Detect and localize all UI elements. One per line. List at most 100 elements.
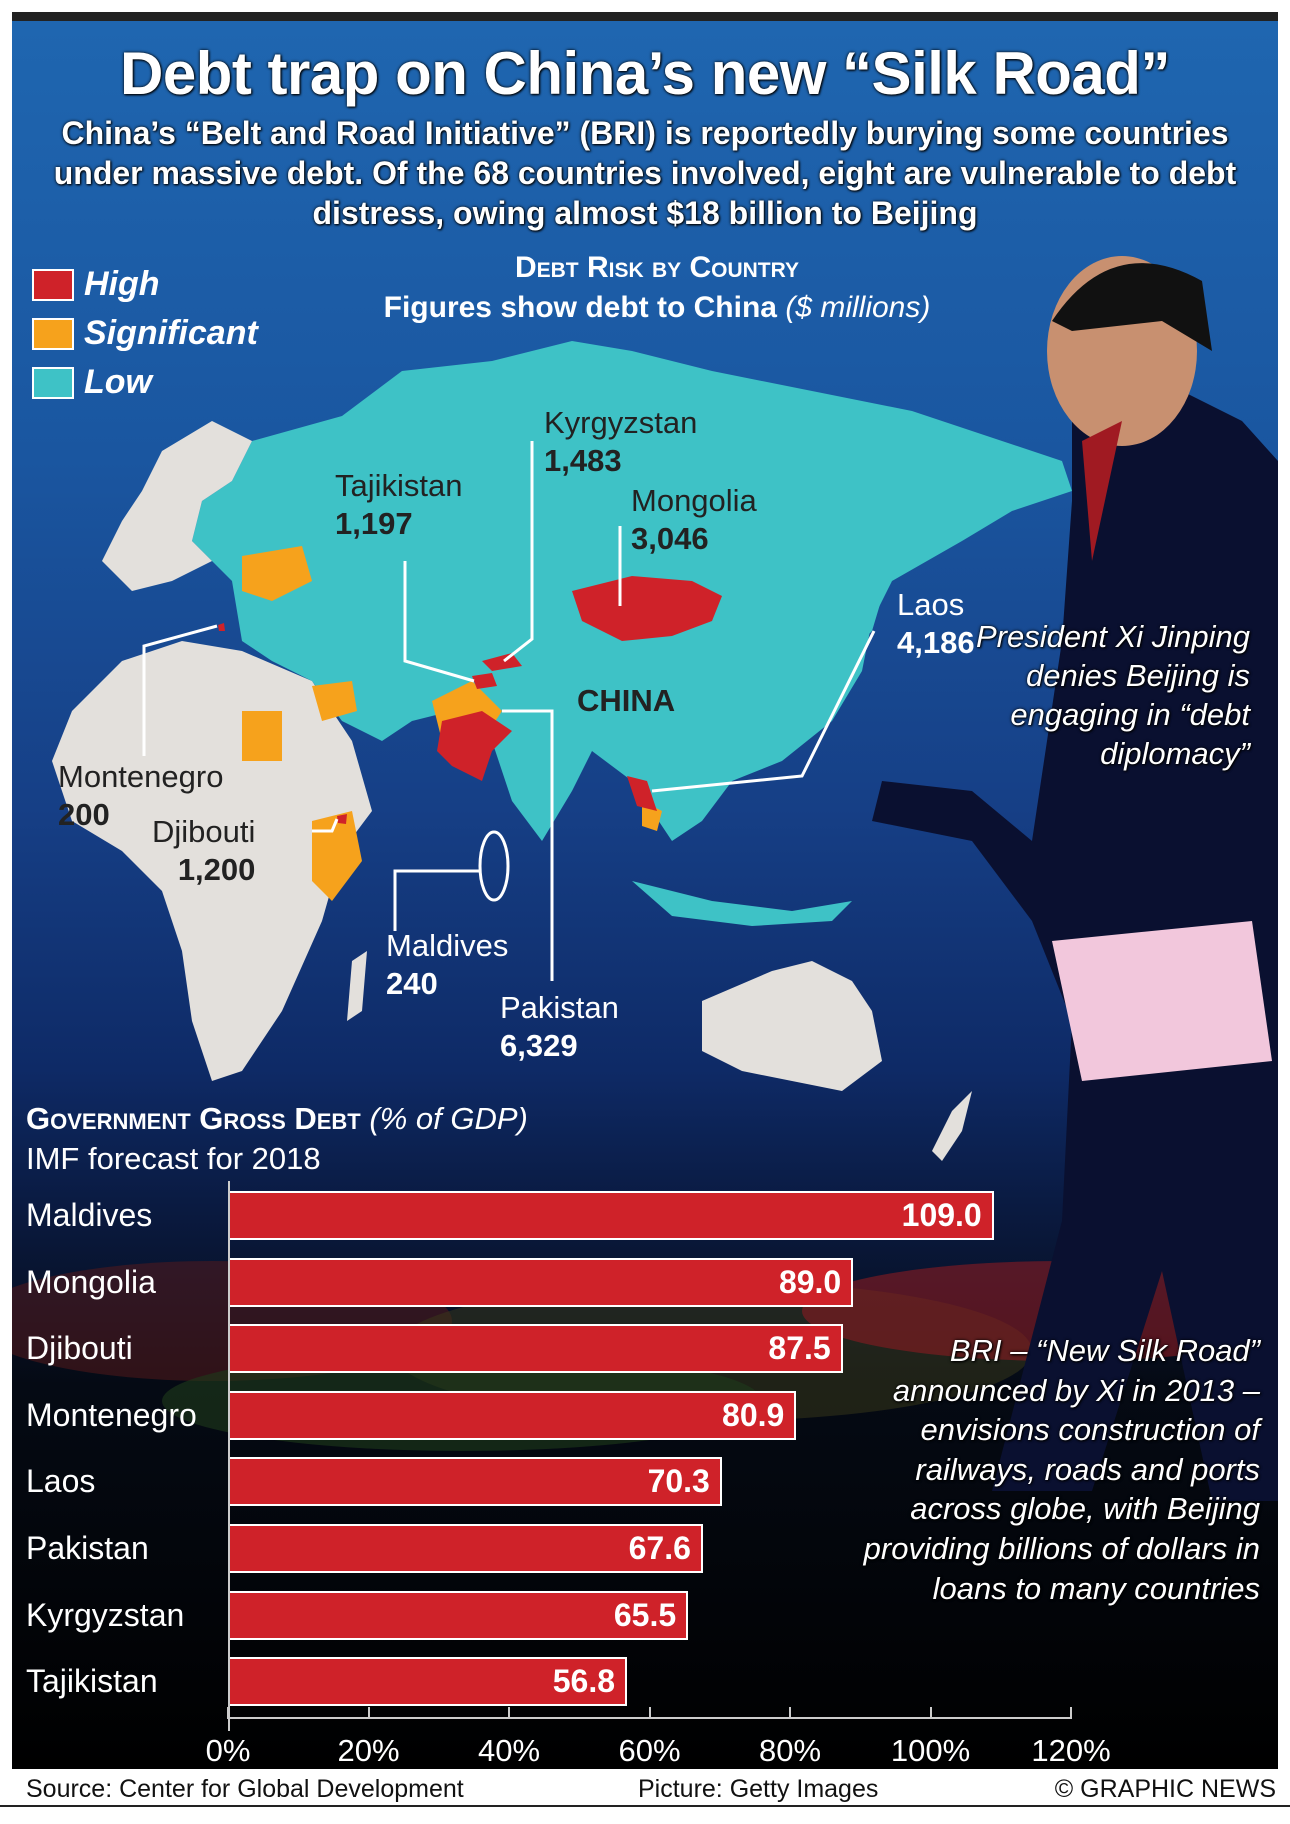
country-value: 240 (386, 966, 438, 1001)
legend-swatch (32, 317, 74, 350)
tick-mark (789, 1707, 791, 1719)
bar: 87.5 (228, 1324, 843, 1374)
bar: 56.8 (228, 1657, 628, 1707)
country-value: 1,200 (177, 852, 256, 887)
significant-risk-countries (242, 546, 662, 901)
country-name: Maldives (386, 928, 509, 963)
leader-lines (142, 441, 876, 981)
label-pakistan: Pakistan 6,329 (500, 989, 619, 1065)
tick-label: 120% (1031, 1733, 1111, 1768)
copyright: © GRAPHIC NEWS (1054, 1775, 1276, 1803)
xi-jinping-photo (872, 256, 1278, 1501)
djibouti-shape (337, 814, 347, 824)
country-name: Kyrgyzstan (544, 405, 698, 440)
tick-mark (508, 1707, 510, 1719)
country-name: Mongolia (631, 483, 757, 518)
footer: Source: Center for Global Development Pi… (0, 1769, 1290, 1807)
legend-swatch (32, 268, 74, 301)
laos-shape (627, 776, 657, 811)
tick-mark (648, 1707, 651, 1719)
legend-swatch (32, 366, 74, 399)
africa-landmass (52, 641, 372, 1081)
bar: 70.3 (228, 1457, 722, 1507)
tick-mark (929, 1707, 932, 1719)
headline: Debt trap on China’s new “Silk Road” (120, 40, 1170, 107)
tick-mark (1070, 1707, 1072, 1719)
bri-note: BRI – “New Silk Road” announced by Xi in… (863, 1333, 1260, 1606)
maldives-inset (478, 830, 510, 902)
country-name: Djibouti (152, 814, 256, 849)
legend-label: High (84, 265, 160, 303)
country-value: 200 (58, 797, 110, 832)
tick-label: 0% (205, 1733, 251, 1768)
legend-item-significant: Significant (32, 314, 258, 353)
bar: 80.9 (228, 1390, 797, 1440)
photo-caption: President Xi Jinping denies Beijing is e… (976, 619, 1250, 771)
tick-label: 60% (618, 1733, 681, 1768)
tick-label: 100% (890, 1733, 971, 1768)
label-laos: Laos 4,186 (897, 586, 975, 662)
legend-item-high: High (32, 265, 160, 304)
label-montenegro: Montenegro 200 (58, 758, 223, 834)
chart-title: Government Gross Debt (% of GDP) (26, 1101, 528, 1137)
data-label: 87.5 (768, 1330, 831, 1367)
tajikistan-shape (472, 673, 497, 689)
subheadline: China’s “Belt and Road Initiative” (BRI)… (53, 115, 1237, 231)
europe-landmass (102, 421, 252, 591)
data-label: 89.0 (778, 1263, 842, 1300)
bar: 109.0 (228, 1191, 994, 1240)
category-label: Mongolia (26, 1263, 156, 1300)
map-title: Debt Risk by Country (514, 251, 800, 284)
data-label: 56.8 (552, 1663, 616, 1700)
chart-title-unit: (% of GDP) (369, 1101, 528, 1136)
y-axis (228, 1181, 230, 1731)
country-value: 1,483 (544, 443, 622, 478)
category-label: Kyrgyzstan (26, 1596, 185, 1633)
label-china: CHINA (577, 683, 676, 718)
bar: 67.6 (228, 1524, 703, 1573)
country-value: 6,329 (500, 1028, 578, 1063)
tick-label: 80% (758, 1733, 822, 1768)
category-label: Djibouti (26, 1330, 133, 1367)
data-label: 70.3 (647, 1463, 710, 1500)
country-name: Montenegro (58, 759, 224, 794)
source: Source: Center for Global Development (26, 1775, 464, 1803)
map-subtitle: Figures show debt to China ($ millions) (312, 291, 1002, 325)
country-name: Tajikistan (335, 468, 463, 503)
infographic: Debt trap on China’s new “Silk Road” Chi… (12, 12, 1278, 1769)
data-label: 65.5 (613, 1596, 677, 1633)
country-value: 4,186 (897, 625, 975, 660)
indonesia (632, 881, 852, 926)
chart-title-text: Government Gross Debt (26, 1101, 361, 1136)
new-zealand (932, 1091, 972, 1161)
tick-label: 40% (477, 1733, 541, 1768)
pakistan-shape (437, 711, 512, 781)
japan (832, 561, 887, 661)
country-value: 1,197 (335, 506, 413, 541)
label-tajikistan: Tajikistan 1,197 (335, 467, 463, 543)
map-unit: ($ millions) (785, 291, 931, 324)
category-label: Laos (26, 1463, 96, 1500)
legend-label: Significant (84, 314, 258, 352)
label-maldives: Maldives 240 (386, 927, 508, 1003)
mongolia-shape (572, 576, 722, 641)
tick-mark (227, 1707, 229, 1719)
data-label: 67.6 (628, 1530, 691, 1566)
bar: 65.5 (228, 1590, 689, 1640)
country-name: Pakistan (500, 990, 619, 1025)
high-risk-countries (218, 576, 722, 824)
picture-credit: Picture: Getty Images (638, 1775, 879, 1803)
tick-mark (367, 1707, 370, 1719)
bar-chart: Maldives 109.0 Mongolia 89.0 Djibouti 87.5 Mon… (12, 21, 1278, 1769)
category-label: Maldives (26, 1197, 153, 1233)
label-kyrgyzstan: Kyrgyzstan 1,483 (544, 404, 697, 480)
category-label: Pakistan (26, 1530, 149, 1566)
legend-label: Low (84, 363, 152, 401)
category-label: Montenegro (26, 1396, 197, 1433)
label-djibouti: Djibouti 1,200 (152, 813, 255, 889)
data-label: 80.9 (722, 1396, 785, 1433)
tick-label: 20% (337, 1733, 400, 1768)
map-subtitle-text: Figures show debt to China (383, 291, 777, 324)
legend-item-low: Low (32, 363, 152, 402)
label-mongolia: Mongolia 3,046 (631, 482, 757, 558)
